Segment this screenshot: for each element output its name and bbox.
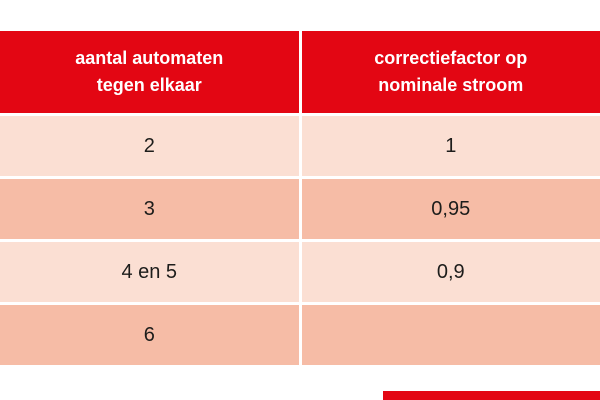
- header-line: correctiefactor op: [374, 48, 528, 68]
- table-cell-aantal-row2: 3: [0, 179, 299, 239]
- table-cell-aantal-row3: 4 en 5: [0, 242, 299, 302]
- partial-red-element: [383, 391, 600, 400]
- correction-factor-table: aantal automaten tegen elkaar correctief…: [0, 31, 600, 365]
- header-line: aantal automaten: [75, 48, 224, 68]
- table-cell-aantal-row4: 6: [0, 305, 299, 365]
- table-cell-factor-row3: 0,9: [301, 242, 600, 302]
- table-cell-factor-row2: 0,95: [301, 179, 600, 239]
- header-line: tegen elkaar: [96, 75, 202, 95]
- table-header-aantal-automaten: aantal automaten tegen elkaar: [0, 31, 299, 113]
- table-cell-factor-row1: 1: [301, 116, 600, 176]
- header-line: nominale stroom: [378, 75, 524, 95]
- table-cell-aantal-row1: 2: [0, 116, 299, 176]
- table-header-correctiefactor: correctiefactor op nominale stroom: [301, 31, 600, 113]
- table-cell-factor-row4: [301, 305, 600, 365]
